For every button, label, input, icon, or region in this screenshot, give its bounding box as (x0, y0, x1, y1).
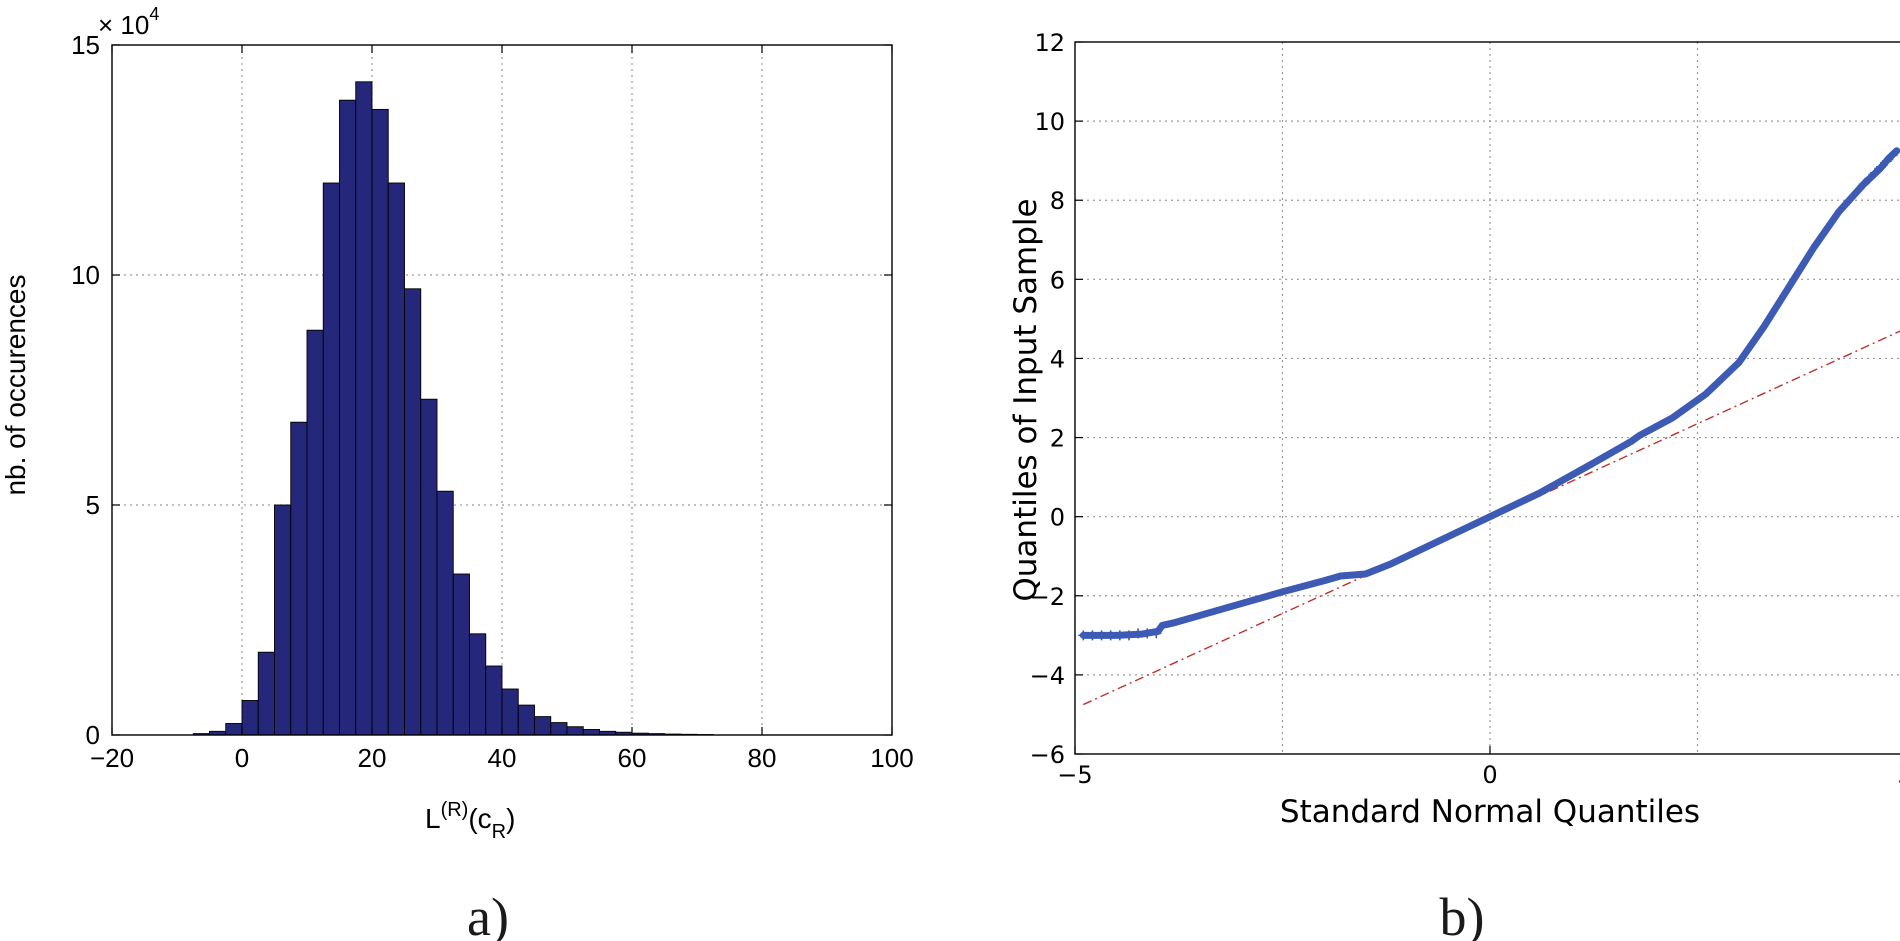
y-tick-label: 10 (1034, 108, 1065, 136)
histogram-y-multiplier: × 104 (98, 4, 159, 40)
x-tick-label: 20 (358, 743, 387, 773)
x-tick-label: −20 (90, 743, 134, 773)
qq-x-axis-label: Standard Normal Quantiles (1280, 794, 1700, 830)
x-tick-label: −5 (1057, 761, 1092, 789)
y-tick-label: 10 (71, 260, 100, 290)
qq-sample-curve (1079, 147, 1900, 639)
histogram-bar (355, 81, 373, 736)
y-tick-label: 12 (1034, 29, 1065, 57)
panel-label-a: a) (467, 887, 509, 941)
histogram-bar (420, 398, 438, 736)
histogram-bar (225, 723, 243, 736)
histogram-bar (501, 688, 519, 736)
histogram-bar (582, 729, 600, 736)
histogram-bar (241, 700, 259, 736)
histogram-y-ticks: 0 5 10 15 (71, 30, 892, 750)
histogram-x-axis-label: L(R)(cR) (425, 799, 515, 843)
histogram-bar (485, 665, 503, 736)
qq-marker (1142, 628, 1153, 639)
y-tick-label: 15 (71, 30, 100, 60)
qq-marker (1875, 161, 1886, 172)
histogram-bar (517, 704, 535, 736)
qq-reference-segment (1083, 330, 1900, 706)
histogram-bar (550, 722, 568, 736)
y-tick-label: 5 (86, 490, 100, 520)
y-tick-label: −4 (1030, 662, 1065, 690)
histogram-bar (290, 421, 308, 736)
qq-marker (1078, 630, 1089, 641)
qq-marker (1887, 150, 1898, 161)
y-tick-label: 6 (1050, 266, 1065, 294)
histogram-bar (322, 182, 340, 736)
histogram-bar (257, 651, 275, 736)
histogram-bar (436, 490, 454, 736)
x-tick-label: 40 (488, 743, 517, 773)
histogram-bar (534, 716, 552, 736)
histogram-y-axis-label: nb. of occurences (0, 274, 31, 495)
panel-label-b: b) (1440, 887, 1485, 941)
histogram-bar (274, 504, 292, 736)
y-tick-label: 8 (1050, 187, 1065, 215)
qq-marker (1105, 630, 1116, 641)
y-tick-label: 0 (1050, 504, 1065, 532)
y-tick-label: −2 (1030, 583, 1065, 611)
qq-marker (1858, 179, 1869, 190)
histogram-bar (339, 99, 357, 736)
qq-marker (1870, 167, 1881, 178)
qq-marker (1151, 628, 1162, 639)
qq-y-ticks: −6 −4 −2 0 2 4 6 8 10 12 (1030, 29, 1083, 769)
y-tick-label: 2 (1050, 425, 1065, 453)
qq-marker (1864, 173, 1875, 184)
qq-marker (1133, 628, 1144, 639)
histogram-x-ticks: −20 0 20 40 60 80 100 (90, 45, 914, 773)
histogram-bars (192, 81, 714, 736)
qq-marker (1114, 630, 1125, 641)
histogram-grid (112, 45, 892, 735)
qq-marker (1087, 630, 1098, 641)
x-tick-label: 5 (1897, 761, 1900, 789)
histogram-bar (452, 573, 470, 736)
x-tick-label: 60 (618, 743, 647, 773)
qq-x-ticks: −5 0 5 (1057, 746, 1900, 789)
x-tick-label: 80 (748, 743, 777, 773)
qq-y-axis-label: Quantiles of Input Sample (1008, 198, 1044, 601)
qq-marker (1123, 630, 1134, 641)
qq-marker (1096, 630, 1107, 641)
x-tick-label: 100 (870, 743, 913, 773)
histogram-bar (387, 182, 405, 736)
qq-plot-panel: −5 0 5 −6 −4 −2 0 2 4 6 8 10 12 Standard Normal Qua… (1008, 29, 1900, 941)
y-tick-label: 0 (86, 720, 100, 750)
histogram-bar (404, 288, 422, 736)
histogram-bar (469, 633, 487, 736)
y-tick-label: 4 (1050, 345, 1065, 373)
qq-plot-grid (1075, 42, 1900, 754)
histogram-bar (566, 726, 584, 736)
x-tick-label: 0 (235, 743, 249, 773)
qq-sample-points (1078, 147, 1900, 641)
histogram-bar (371, 108, 389, 736)
x-tick-label: 0 (1482, 761, 1497, 789)
qq-plot-axes-frame (1074, 41, 1900, 755)
histogram-bar (306, 329, 324, 736)
qq-marker (1881, 156, 1892, 167)
y-tick-label: −6 (1030, 741, 1065, 769)
qq-reference-line (1083, 330, 1900, 706)
